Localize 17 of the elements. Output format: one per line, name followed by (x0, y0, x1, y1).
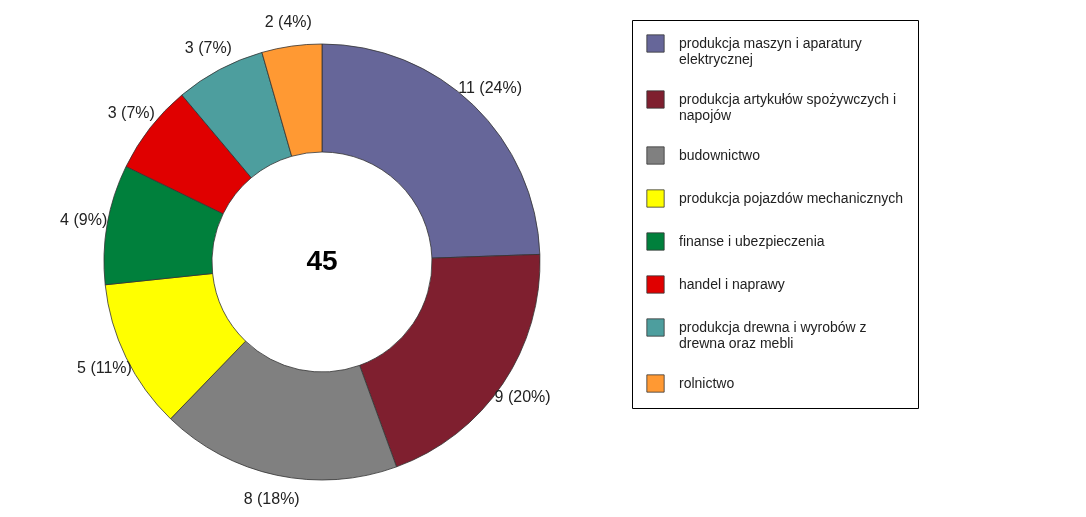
legend-label: rolnictwo (679, 374, 735, 391)
legend-label: produkcja pojazdów mechanicznych (679, 189, 904, 206)
legend-label: budownictwo (679, 146, 761, 163)
legend-label: produkcja artykułów spożywczych i napojów (679, 90, 897, 123)
legend-label: handel i naprawy (679, 275, 785, 292)
legend-label: produkcja maszyn i aparatury elektrycznej (679, 34, 862, 67)
data-label: 11 (24%) (458, 78, 522, 96)
data-label: 8 (18%) (243, 489, 300, 507)
text: 45 (306, 245, 338, 276)
data-label: 3 (7%) (107, 104, 155, 122)
legend-label: finanse i ubezpieczenia (679, 232, 825, 249)
legend-label: produkcja drewna i wyrobów z drewna oraz mebli (679, 318, 867, 351)
data-label: 3 (7%) (184, 39, 232, 57)
data-label: 5 (11%) (77, 359, 132, 377)
data-label: 2 (4%) (264, 13, 312, 31)
data-label: 4 (9%) (60, 210, 108, 228)
data-label: 9 (20%) (494, 388, 551, 406)
